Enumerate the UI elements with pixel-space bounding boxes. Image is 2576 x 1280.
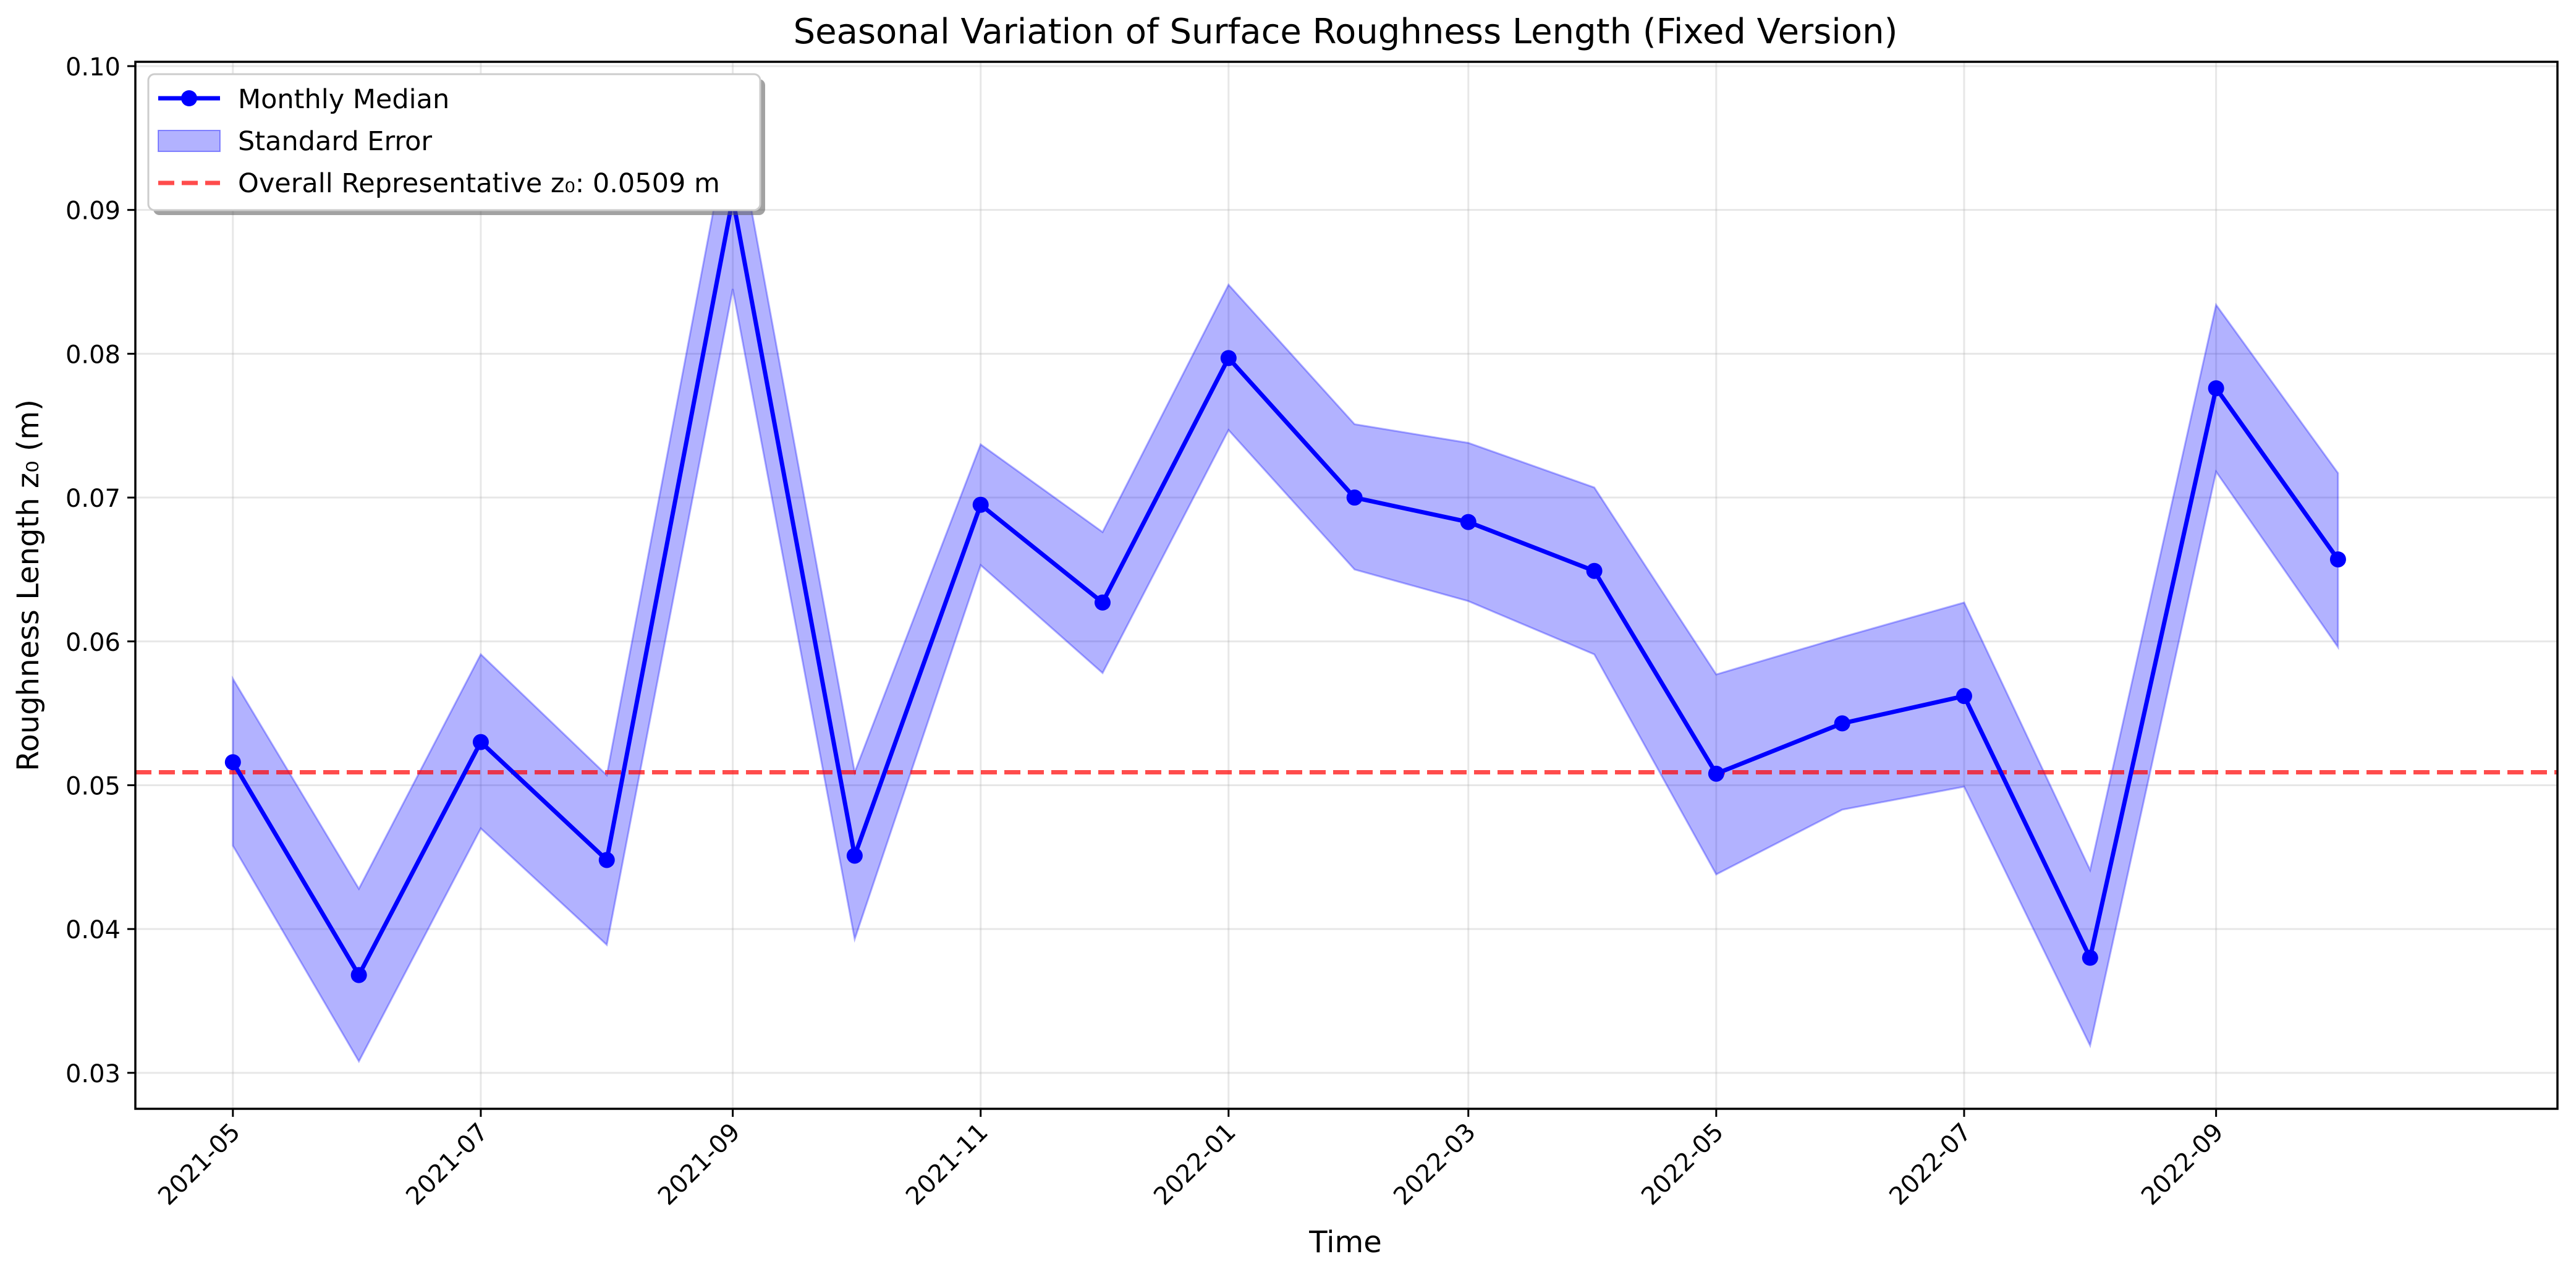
median-point: [224, 754, 241, 771]
median-point: [2208, 380, 2224, 397]
median-point: [972, 496, 989, 513]
plot-frame: [134, 61, 2559, 1110]
median-point: [2082, 949, 2098, 966]
y-tick-label: 0.09: [66, 197, 121, 226]
legend-item-standard-error: Standard Error: [158, 126, 432, 157]
median-point: [1708, 765, 1724, 782]
y-tick-label: 0.05: [66, 772, 121, 800]
median-point: [350, 967, 367, 983]
median-point: [1586, 562, 1603, 579]
legend-label: Standard Error: [238, 126, 432, 157]
median-point: [1955, 688, 1972, 705]
legend-label: Overall Representative z₀: 0.0509 m: [238, 168, 720, 199]
median-point: [2329, 551, 2346, 568]
legend-label: Monthly Median: [238, 84, 449, 115]
legend-item-monthly-median: Monthly Median: [158, 84, 449, 115]
chart-title: Seasonal Variation of Surface Roughness …: [794, 12, 1898, 52]
median-point: [472, 734, 489, 750]
median-series: [224, 190, 2346, 983]
y-tick-label: 0.03: [66, 1060, 121, 1088]
y-tick-label: 0.10: [66, 53, 121, 82]
median-line: [231, 196, 2340, 978]
median-point: [1460, 514, 1477, 530]
y-axis-label: Roughness Length z₀ (m): [11, 399, 46, 771]
median-point: [1346, 490, 1363, 506]
x-axis-label: Time: [1308, 1225, 1381, 1260]
median-point: [1220, 350, 1237, 367]
median-point: [598, 852, 615, 868]
y-axis: 0.03 0.04 0.05 0.06 0.07 0.08 0.09 0.10: [66, 53, 135, 1088]
y-tick-label: 0.06: [66, 629, 121, 657]
median-point: [1834, 715, 1850, 732]
y-tick-label: 0.04: [66, 916, 121, 944]
median-point: [846, 847, 863, 864]
legend: Monthly Median Standard Error Overall Re…: [147, 73, 765, 215]
legend-marker: [181, 90, 197, 106]
y-tick-label: 0.08: [66, 341, 121, 369]
median-point: [1094, 594, 1111, 611]
y-tick-label: 0.07: [66, 485, 121, 513]
legend-item-representative-z0: Overall Representative z₀: 0.0509 m: [158, 168, 720, 199]
grid: [135, 62, 2557, 1109]
